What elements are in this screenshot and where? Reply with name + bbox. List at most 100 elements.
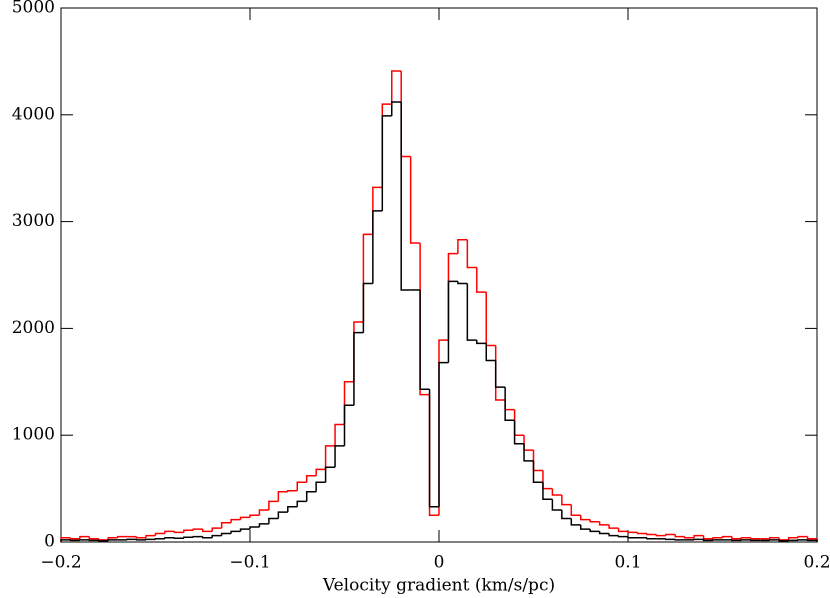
x-tick-label: −0.2 [40,553,81,573]
histogram-step [438,339,449,516]
histogram-step [561,495,572,506]
histogram-step [494,345,506,401]
histogram-step [428,394,439,517]
histogram-step [504,387,515,421]
histogram-step [324,466,336,483]
histogram-step [476,340,487,345]
histogram-step [268,500,279,510]
histogram-step [381,115,392,211]
histogram-step [79,539,90,541]
histogram-step [258,523,269,528]
histogram-step [145,538,156,541]
histogram-step [627,536,638,539]
histogram-step [400,101,411,291]
histogram-step [665,538,676,541]
histogram-step [787,536,799,540]
histogram-step [202,529,213,533]
histogram-step [513,409,525,436]
histogram-step [202,536,213,539]
histogram-step [126,538,137,541]
histogram-step [750,537,761,540]
y-tick-label: 5000 [12,0,55,18]
histogram-step [305,491,317,502]
histogram-step [324,445,336,470]
histogram-step [608,533,619,537]
histogram-step [88,536,99,540]
histogram-step [523,435,534,451]
histogram-step [617,528,628,533]
histogram-step [551,499,562,511]
histogram-step [164,530,175,534]
histogram-step [750,539,761,542]
histogram-step [334,445,345,468]
histogram-step [277,511,288,519]
histogram-step [145,534,156,538]
histogram-step [154,532,165,536]
histogram-step [731,536,742,540]
histogram-step [513,420,525,445]
histogram-step [523,443,534,462]
histogram-step [362,233,373,322]
histogram-step [258,509,269,516]
histogram-step [466,283,477,341]
histogram-step [353,321,364,382]
histogram-step [570,518,581,526]
histogram-step [457,239,468,254]
histogram-step [296,481,307,491]
histogram-step [466,239,477,269]
histogram-step [154,538,165,540]
histogram-step [561,509,572,520]
histogram-step [296,500,307,507]
histogram-step [192,528,203,531]
histogram-step [249,514,260,518]
histogram-step [249,526,260,530]
histogram-step [655,534,666,537]
histogram-step [740,536,751,539]
histogram-step [391,101,402,116]
histogram-step [419,242,430,396]
histogram-step [428,389,439,508]
histogram-step [362,282,373,333]
histogram-step [674,534,685,538]
histogram-step [305,475,317,483]
histogram-step [183,529,194,533]
histogram-step [674,539,685,541]
histogram-step [542,482,553,501]
histogram-step [400,71,411,158]
histogram-step [98,540,109,542]
histogram-step [239,528,250,532]
histogram-step [277,491,288,502]
histogram-step [372,210,383,284]
histogram-step [712,536,723,539]
histogram-step [239,516,250,520]
histogram-step [343,381,354,425]
histogram-step [173,531,184,534]
histogram-step [608,524,619,529]
histogram-step [570,504,581,517]
histogram-step [702,535,714,540]
histogram-step [69,537,80,540]
histogram-step [627,531,638,534]
histogram-step [778,539,789,542]
histogram-step [211,527,222,532]
histogram-step [797,539,808,541]
histogram-step [69,539,80,542]
x-tick-label: 0.2 [803,553,830,573]
histogram-step [806,539,818,542]
histogram-step [712,539,723,541]
histogram-step [98,538,109,541]
histogram-step [116,535,128,538]
histogram-step [447,280,458,363]
y-tick-label: 4000 [12,104,55,124]
x-tick-label: −0.1 [229,553,270,573]
histogram-step [60,539,71,542]
histogram-step [173,537,184,540]
histogram-step [683,536,695,539]
histogram-step [447,252,458,341]
histogram-step [693,534,704,538]
x-tick-label: 0.1 [614,553,641,573]
histogram-step [504,399,515,411]
histogram-step [532,460,543,483]
histogram-step [797,535,808,538]
